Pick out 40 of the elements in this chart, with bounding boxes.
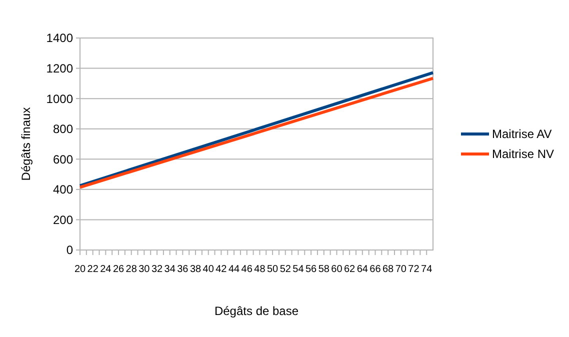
x-tick-label: 22 bbox=[87, 264, 99, 275]
y-tick-label: 1400 bbox=[46, 31, 74, 46]
x-tick-label: 24 bbox=[100, 264, 112, 275]
x-tick-label: 72 bbox=[408, 264, 420, 275]
x-axis-title: Dégâts de base bbox=[214, 304, 299, 318]
x-tick-label: 70 bbox=[395, 264, 407, 275]
x-tick-label: 50 bbox=[266, 264, 279, 275]
x-tick-label: 40 bbox=[202, 264, 214, 275]
y-tick-label: 0 bbox=[66, 243, 74, 258]
x-tick-label: 30 bbox=[138, 264, 150, 275]
x-tick-label: 32 bbox=[151, 264, 164, 275]
x-tick-label: 58 bbox=[318, 264, 330, 275]
legend-label: Maitrise AV bbox=[492, 127, 552, 142]
x-tick-label: 44 bbox=[228, 264, 240, 275]
x-tick-label: 46 bbox=[241, 264, 253, 275]
y-tick-label: 200 bbox=[52, 212, 74, 227]
x-tick-label: 54 bbox=[292, 264, 304, 275]
y-tick-label: 800 bbox=[52, 122, 74, 136]
x-tick-label: 56 bbox=[305, 264, 318, 275]
y-tick-label: 600 bbox=[52, 152, 74, 166]
x-tick-label: 52 bbox=[280, 264, 292, 275]
legend-label: Maitrise NV bbox=[492, 147, 554, 162]
y-tick-label: 1200 bbox=[46, 61, 74, 76]
x-tick-label: 60 bbox=[331, 264, 343, 275]
x-tick-label: 74 bbox=[421, 264, 433, 275]
x-tick-label: 26 bbox=[112, 264, 125, 275]
x-tick-label: 36 bbox=[177, 264, 189, 275]
x-tick-label: 66 bbox=[370, 264, 382, 275]
x-tick-label: 20 bbox=[74, 264, 86, 275]
x-tick-label: 38 bbox=[190, 264, 202, 275]
x-tick-label: 64 bbox=[356, 264, 368, 275]
x-tick-label: 42 bbox=[216, 264, 228, 275]
x-tick-label: 34 bbox=[164, 264, 176, 275]
x-tick-label: 68 bbox=[382, 264, 394, 275]
x-tick-label: 28 bbox=[126, 264, 138, 275]
y-tick-label: 1000 bbox=[46, 92, 74, 106]
x-tick-label: 62 bbox=[344, 264, 356, 275]
y-tick-label: 400 bbox=[52, 182, 74, 197]
x-tick-label: 48 bbox=[254, 264, 266, 275]
y-axis-title: Dégâts finaux bbox=[19, 107, 33, 181]
